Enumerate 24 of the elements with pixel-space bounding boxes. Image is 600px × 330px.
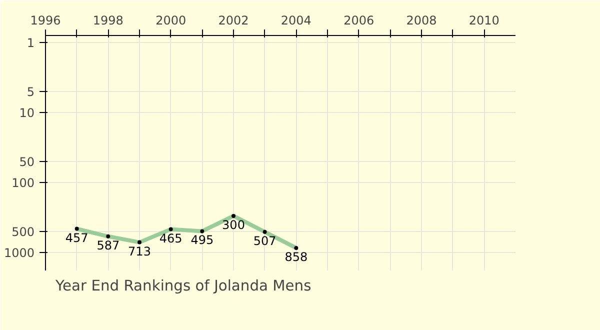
data-label: 587 bbox=[96, 238, 120, 252]
y-tick-label: 1000 bbox=[4, 246, 35, 260]
data-label: 858 bbox=[284, 250, 308, 264]
x-tick-label: 2000 bbox=[156, 14, 186, 28]
y-tick-label: 5 bbox=[26, 84, 35, 99]
y-tick-label: 1 bbox=[26, 36, 35, 50]
data-label: 507 bbox=[253, 234, 276, 248]
text: Year End Rankings of Jolanda Mens bbox=[54, 278, 312, 294]
x-tick-label: 2002 bbox=[218, 14, 249, 28]
x-tick-label: 1996 bbox=[30, 14, 61, 28]
x-tick-label: 2004 bbox=[280, 14, 312, 28]
x-tick-label: 2008 bbox=[406, 14, 437, 28]
x-tick-label: 2010 bbox=[468, 14, 500, 28]
data-label: 495 bbox=[190, 233, 214, 248]
y-tick-label: 100 bbox=[12, 176, 34, 190]
y-tick-label: 50 bbox=[19, 154, 35, 169]
y-tick-label: 500 bbox=[12, 225, 34, 239]
x-tick-label: 2006 bbox=[344, 14, 374, 28]
data-label: 465 bbox=[159, 231, 182, 246]
data-label: 457 bbox=[65, 230, 88, 245]
x-tick-label: 1998 bbox=[92, 14, 124, 28]
y-tick-label: 10 bbox=[19, 106, 35, 120]
data-label: 713 bbox=[128, 244, 151, 258]
data-label: 300 bbox=[222, 218, 245, 232]
